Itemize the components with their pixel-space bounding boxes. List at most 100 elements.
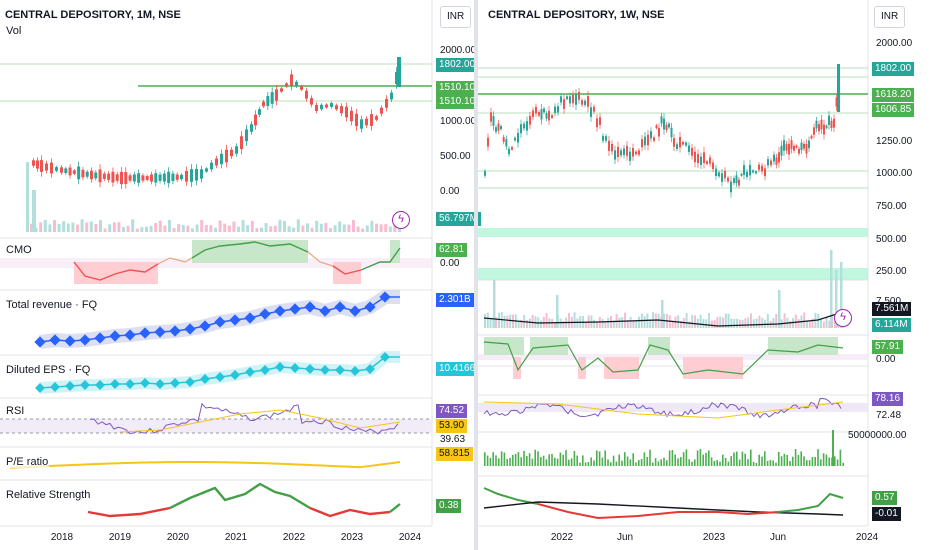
candle-body <box>543 108 545 113</box>
volume-bar <box>264 223 268 232</box>
right-currency-button[interactable]: INR <box>874 6 906 28</box>
candle-body <box>167 171 171 184</box>
candle-body <box>815 120 818 129</box>
candle-body <box>124 172 128 184</box>
candle-body <box>315 105 318 111</box>
volume-bar <box>531 314 534 328</box>
revenue-point <box>379 291 391 303</box>
cmo-neg-fill <box>578 357 586 379</box>
candle-body <box>721 173 723 182</box>
volume-osc-bar <box>699 449 702 466</box>
volume-bar <box>520 319 523 328</box>
left-currency-button[interactable]: INR <box>440 6 472 28</box>
volume-osc-bar <box>495 455 497 466</box>
lightning-icon[interactable]: ϟ <box>834 309 852 327</box>
volume-bar <box>48 224 52 232</box>
volume-bar <box>808 321 811 328</box>
cmo-line <box>483 341 844 375</box>
volume-osc-bar <box>579 462 581 466</box>
candle-body <box>535 106 537 114</box>
volume-bar <box>744 318 747 328</box>
candle-body <box>611 143 613 152</box>
candle-body <box>508 148 510 155</box>
candle-body <box>810 135 813 139</box>
volume-bar <box>237 226 240 232</box>
left-chart-canvas[interactable] <box>0 0 474 550</box>
volume-bar <box>624 312 626 328</box>
volume-bar <box>393 223 397 232</box>
volume-bar <box>775 314 778 328</box>
candle-body <box>94 172 98 179</box>
volume-bar <box>486 312 489 328</box>
left-rs-label: Relative Strength <box>5 489 92 501</box>
volume-osc-bar <box>554 457 556 466</box>
volume-bar <box>204 224 208 232</box>
volume-bar <box>232 221 236 232</box>
eps-point <box>365 364 375 374</box>
candle-body <box>694 151 696 163</box>
volume-bar <box>506 315 509 328</box>
volume-bar <box>195 224 199 232</box>
volume-osc-bar <box>794 449 797 466</box>
volume-bar <box>26 162 29 232</box>
right-chart-panel[interactable]: CENTRAL DEPOSITORY, 1W, NSE INR 2000.00 … <box>478 0 932 550</box>
volume-osc-bar <box>769 459 772 466</box>
volume-bar <box>783 313 786 328</box>
volume-osc-bar <box>772 460 774 466</box>
candle-body <box>818 124 820 132</box>
volume-bar <box>699 314 702 328</box>
right-rs-badge-2: -0.01 <box>872 507 901 521</box>
volume-osc-bar <box>691 461 693 466</box>
volume-osc-bar <box>722 454 724 466</box>
candle-body <box>345 106 348 118</box>
revenue-point <box>199 320 211 332</box>
volume-bar <box>227 225 231 232</box>
volume-osc-bar <box>834 456 836 466</box>
volume-osc-bar <box>531 458 534 466</box>
candle-body <box>785 144 788 151</box>
candle-body <box>596 118 598 128</box>
candle-body <box>795 145 798 148</box>
volume-osc-bar <box>523 451 525 466</box>
volume-osc-bar <box>503 452 506 466</box>
volume-bar <box>53 220 56 232</box>
right-chart-canvas[interactable] <box>478 0 932 550</box>
candle-body <box>572 94 574 104</box>
candle-body <box>230 149 233 157</box>
candle-body <box>761 165 763 172</box>
candle-body <box>225 149 228 163</box>
candle-body <box>697 154 699 164</box>
volume-osc-bar <box>514 453 517 466</box>
candle-body <box>830 120 833 128</box>
right-volume-tick: 7.500 <box>876 296 901 307</box>
candle-body <box>740 173 743 176</box>
candle-body <box>602 135 604 141</box>
candle-body <box>644 136 646 146</box>
volume-bar <box>593 319 596 328</box>
volume-bar <box>654 313 657 328</box>
volume-osc-bar <box>663 457 665 466</box>
volume-bar <box>122 226 125 232</box>
chart-divider[interactable] <box>474 0 478 550</box>
candle-body <box>175 174 179 180</box>
volume-bar <box>32 190 36 232</box>
volume-bar <box>246 225 250 232</box>
candle-body <box>81 169 85 178</box>
candle-body <box>111 171 115 183</box>
left-chart-panel[interactable]: CENTRAL DEPOSITORY, 1M, NSE Vol INR 2000… <box>0 0 481 550</box>
left-eps-badge: 10.4166 <box>436 362 479 376</box>
eps-point <box>215 372 225 382</box>
left-level-badge: 1510.10 <box>436 81 479 95</box>
candle-body <box>670 127 673 138</box>
candle-body <box>520 124 522 134</box>
lightning-icon[interactable]: ϟ <box>392 211 410 229</box>
rs-line <box>169 482 311 510</box>
volume-bar <box>103 228 107 232</box>
candle-body <box>487 137 489 147</box>
volume-bar <box>713 320 716 328</box>
candle-body <box>767 159 769 166</box>
volume-bar <box>135 228 139 232</box>
candle-body <box>755 171 757 174</box>
candle-body <box>150 174 153 182</box>
candle-body <box>45 163 48 171</box>
